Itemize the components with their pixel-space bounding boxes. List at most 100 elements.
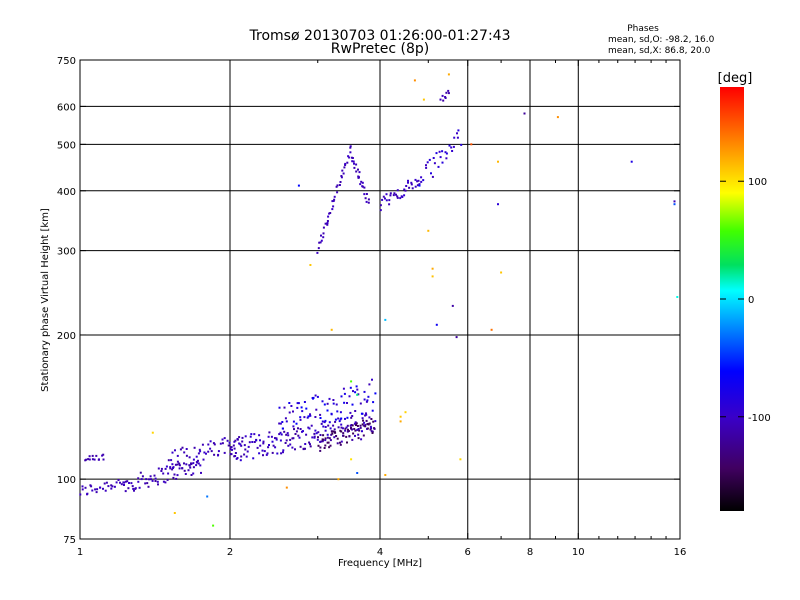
x-tick-label: 2: [227, 547, 233, 558]
data-point: [239, 443, 242, 446]
data-point: [673, 203, 676, 206]
data-point: [162, 472, 165, 475]
data-point: [359, 426, 362, 429]
data-point: [340, 175, 343, 177]
data-point: [342, 172, 345, 175]
data-point: [359, 183, 362, 186]
data-point: [381, 198, 384, 201]
data-point: [366, 427, 369, 430]
data-point: [344, 427, 347, 430]
data-point: [95, 491, 98, 494]
data-point: [151, 479, 154, 482]
y-axis-ticks: 75 100 200 300 400 500 600 750: [57, 56, 680, 546]
data-point: [333, 195, 336, 198]
data-point: [359, 424, 362, 427]
data-point: [448, 144, 451, 147]
data-point: [426, 161, 429, 164]
x-axis-label: Frequency [MHz]: [338, 558, 422, 569]
data-point: [183, 451, 186, 454]
data-point: [306, 416, 309, 419]
data-point: [360, 412, 363, 415]
data-point: [350, 424, 353, 426]
data-point: [344, 162, 347, 165]
data-point: [319, 241, 322, 244]
data-point: [146, 482, 149, 485]
data-point: [275, 437, 278, 440]
data-point: [285, 420, 288, 423]
data-point: [140, 478, 143, 481]
data-point: [352, 432, 355, 435]
x-axis-ticks: 1 2 4 6 8 10 16: [77, 60, 686, 558]
data-point: [333, 428, 336, 431]
data-point: [303, 401, 306, 403]
data-point: [363, 398, 366, 401]
data-point: [433, 162, 436, 165]
data-point: [197, 452, 200, 455]
y-tick-label: 300: [57, 247, 76, 258]
y-tick-label: 100: [57, 475, 76, 486]
data-point: [346, 424, 349, 427]
data-point: [373, 427, 376, 430]
data-point: [396, 196, 399, 199]
data-point: [171, 463, 174, 466]
data-point: [326, 433, 329, 436]
data-point: [271, 451, 274, 454]
data-point: [328, 446, 331, 449]
data-point: [370, 430, 373, 433]
data-point: [363, 421, 366, 424]
data-point: [339, 411, 342, 414]
data-point: [317, 436, 319, 439]
data-point: [265, 453, 268, 456]
data-point: [431, 267, 434, 270]
data-point: [350, 416, 353, 419]
data-point: [160, 467, 163, 470]
data-point: [431, 175, 434, 178]
data-point: [331, 208, 334, 211]
data-point: [330, 328, 333, 331]
data-point: [141, 475, 144, 478]
data-point: [350, 427, 352, 429]
data-point: [439, 156, 442, 159]
data-point: [324, 444, 327, 447]
data-point: [432, 157, 435, 159]
data-point: [228, 441, 231, 444]
data-point: [199, 464, 202, 467]
data-point: [339, 181, 342, 183]
data-point: [234, 452, 237, 454]
data-point: [441, 94, 444, 97]
data-point: [173, 473, 176, 476]
data-point: [312, 396, 315, 399]
data-point: [275, 438, 278, 441]
data-point: [343, 401, 346, 404]
data-point: [414, 185, 417, 188]
data-point: [309, 413, 311, 416]
data-point: [202, 458, 205, 461]
data-point: [322, 438, 325, 441]
data-point: [336, 191, 339, 194]
data-point: [366, 423, 369, 425]
data-point: [172, 467, 174, 469]
data-point: [94, 488, 97, 491]
stats-line-x: mean, sd,X: 86.8, 20.0: [608, 46, 711, 56]
data-point: [346, 430, 349, 433]
data-point: [288, 402, 291, 404]
data-point: [363, 390, 366, 393]
data-point: [307, 426, 310, 429]
data-point: [327, 441, 330, 444]
data-point: [229, 446, 232, 449]
data-point: [276, 452, 279, 455]
data-point: [361, 430, 363, 433]
data-point: [444, 97, 447, 99]
data-point: [134, 487, 137, 490]
data-point: [326, 220, 329, 222]
data-point: [258, 434, 261, 437]
data-point: [240, 455, 243, 458]
data-point: [399, 197, 402, 200]
data-point: [342, 427, 344, 430]
data-point: [673, 200, 676, 203]
data-point: [365, 419, 368, 422]
data-point: [316, 395, 319, 398]
data-point: [223, 451, 226, 454]
data-point: [84, 486, 87, 489]
data-point: [102, 453, 105, 456]
